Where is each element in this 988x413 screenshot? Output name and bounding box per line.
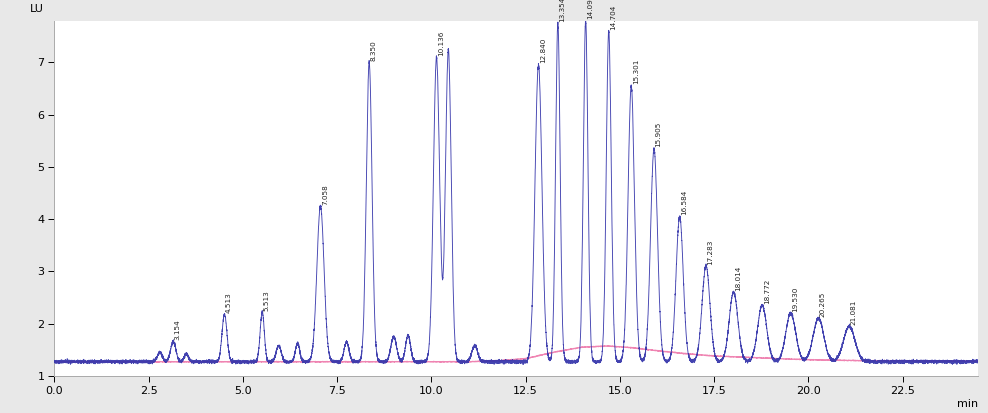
Text: 19.530: 19.530	[792, 286, 798, 311]
Text: 4.513: 4.513	[226, 292, 232, 313]
Text: 18.014: 18.014	[735, 265, 741, 291]
Text: 15.301: 15.301	[632, 59, 639, 84]
Text: 8.350: 8.350	[370, 40, 376, 61]
Text: 17.283: 17.283	[707, 239, 713, 265]
Text: 3.154: 3.154	[175, 320, 181, 340]
Text: 7.058: 7.058	[322, 184, 328, 204]
Text: 16.584: 16.584	[681, 190, 687, 215]
Text: 10.136: 10.136	[438, 30, 444, 56]
Text: 12.840: 12.840	[540, 38, 546, 64]
Text: 21.081: 21.081	[851, 299, 857, 325]
Text: min: min	[957, 399, 978, 409]
Text: 13.354: 13.354	[559, 0, 565, 22]
Text: 5.513: 5.513	[264, 290, 270, 311]
Text: 20.265: 20.265	[820, 292, 826, 317]
Text: 14.091: 14.091	[587, 0, 593, 19]
Text: 15.905: 15.905	[656, 122, 662, 147]
Text: LU: LU	[30, 4, 43, 14]
Text: 18.772: 18.772	[764, 278, 770, 304]
Text: 14.704: 14.704	[611, 4, 617, 30]
